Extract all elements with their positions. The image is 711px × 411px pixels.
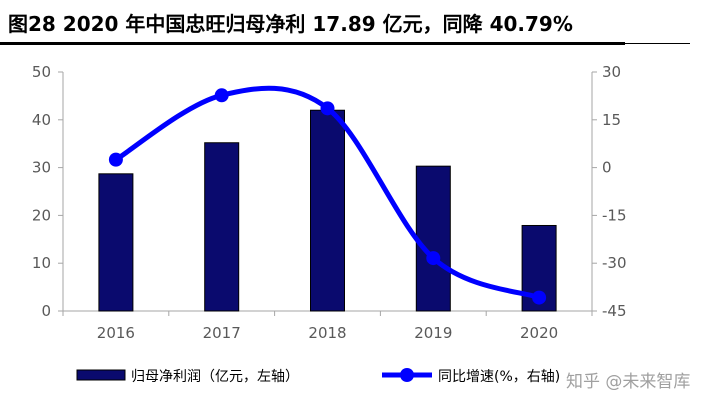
- chart-legend: 归母净利润（亿元，左轴） 同比增速(%，右轴): [76, 368, 560, 385]
- y-right-tick-label: 30: [602, 63, 621, 81]
- legend-bar-swatch: [76, 369, 126, 381]
- legend-bar-label: 归母净利润（亿元，左轴）: [131, 368, 299, 385]
- x-tick-label-2020: 2020: [520, 324, 558, 342]
- bar-2016: [98, 173, 134, 312]
- y-right-tick-label: 0: [602, 159, 612, 177]
- x-tick-labels: 2016 2017 2018 2019 2020: [97, 324, 558, 342]
- y-left-tick-label: 20: [32, 206, 51, 224]
- line-point-2019: [426, 251, 441, 266]
- y-left-tick-label: 10: [32, 254, 51, 272]
- watermark-text: 知乎 @未来智库: [566, 372, 691, 392]
- y-left-tick-label: 40: [32, 111, 51, 129]
- line-series: [108, 85, 547, 305]
- legend-line-label: 同比增速(%，右轴): [438, 369, 560, 385]
- line-point-2017: [214, 88, 229, 103]
- bar-2019: [415, 165, 451, 312]
- y-right-tick-labels: 30 15 0 -15 -30 -45: [602, 63, 627, 320]
- y-left-tick-label: 0: [41, 302, 51, 320]
- y-left-tick-label: 50: [32, 63, 51, 81]
- x-tick-label-2016: 2016: [97, 324, 135, 342]
- y-left-tick-label: 30: [32, 159, 51, 177]
- bar-2018: [310, 109, 345, 312]
- x-tick-label-2018: 2018: [308, 324, 346, 342]
- line-point-2020: [532, 290, 547, 305]
- x-tick-label-2019: 2019: [414, 324, 452, 342]
- y-right-tick-label: 15: [602, 111, 621, 129]
- line-point-2016: [108, 152, 123, 167]
- chart-title: 图28 2020 年中国忠旺归母净利 17.89 亿元，同降 40.79%: [8, 12, 573, 36]
- bar-2017: [204, 142, 240, 312]
- legend-line-marker: [400, 368, 414, 382]
- x-tick-label-2017: 2017: [203, 324, 241, 342]
- y-left-tick-labels: 0 10 20 30 40 50: [32, 63, 51, 320]
- y-right-tick-label: -15: [602, 206, 627, 224]
- bar-series: [98, 109, 557, 312]
- line-point-2018: [320, 101, 335, 116]
- y-right-tick-label: -30: [602, 254, 627, 272]
- y-right-tick-label: -45: [602, 302, 627, 320]
